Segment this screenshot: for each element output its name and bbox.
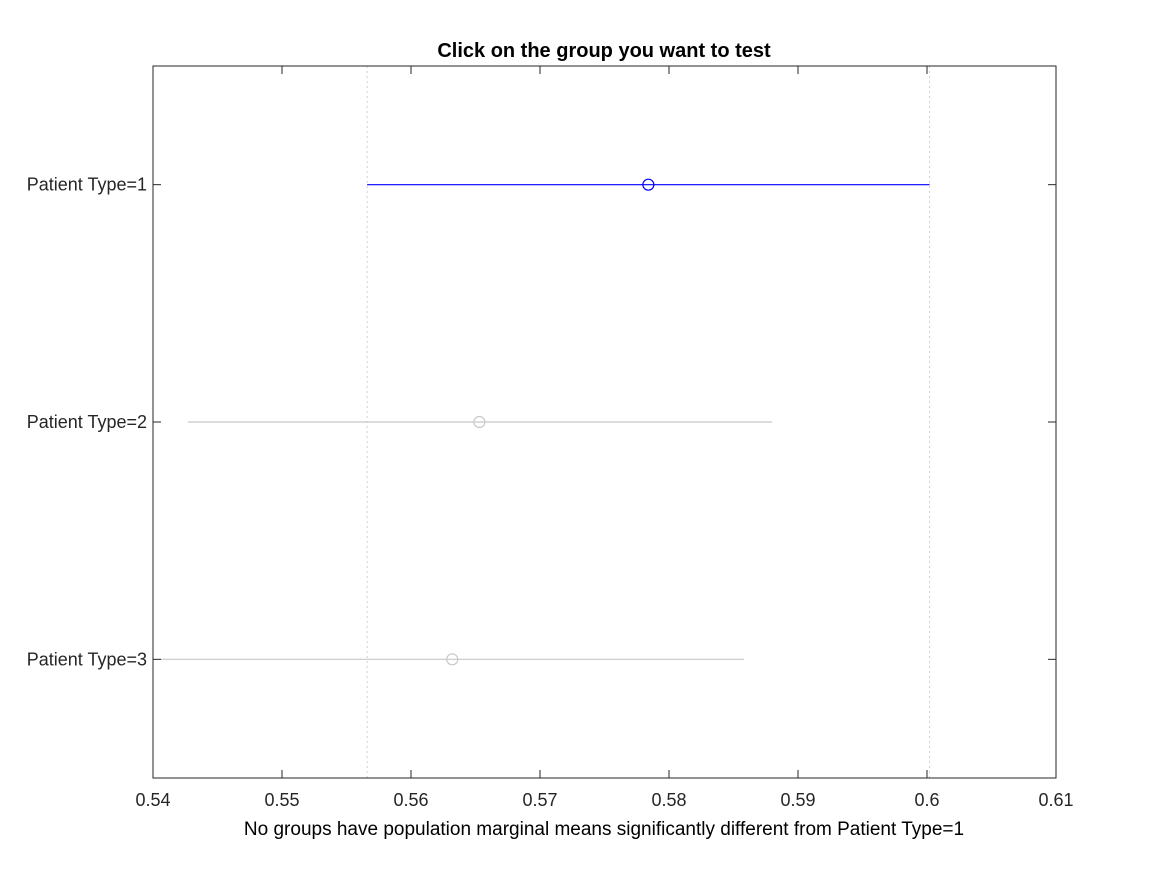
- x-tick-label: 0.6: [914, 790, 939, 810]
- x-tick-label: 0.54: [135, 790, 170, 810]
- chart-title: Click on the group you want to test: [437, 40, 771, 62]
- x-axis-label: No groups have population marginal means…: [244, 819, 964, 840]
- comparison-intervals[interactable]: [159, 178, 930, 666]
- group-interval-2[interactable]: [187, 415, 773, 429]
- x-tick-label: 0.55: [264, 790, 299, 810]
- mean-marker[interactable]: [473, 415, 486, 429]
- y-tick-label[interactable]: Patient Type=2: [27, 412, 147, 432]
- group-interval-3[interactable]: [159, 653, 744, 666]
- x-tick-label: 0.58: [651, 790, 686, 810]
- y-tick-label[interactable]: Patient Type=1: [27, 175, 147, 195]
- x-axis-ticks: 0.54 0.55 0.56 0.57 0.58 0.59 0.6 0.61: [135, 66, 1074, 810]
- x-tick-label: 0.56: [393, 790, 428, 810]
- x-tick-label: 0.61: [1038, 790, 1073, 810]
- y-axis-ticks: Patient Type=1 Patient Type=2 Patient Type…: [27, 175, 1056, 669]
- x-tick-label: 0.59: [780, 790, 815, 810]
- mean-marker[interactable]: [642, 178, 655, 191]
- y-tick-label[interactable]: Patient Type=3: [27, 649, 147, 669]
- x-tick-label: 0.57: [522, 790, 557, 810]
- mean-marker[interactable]: [446, 653, 459, 666]
- group-interval-1[interactable]: [367, 178, 930, 191]
